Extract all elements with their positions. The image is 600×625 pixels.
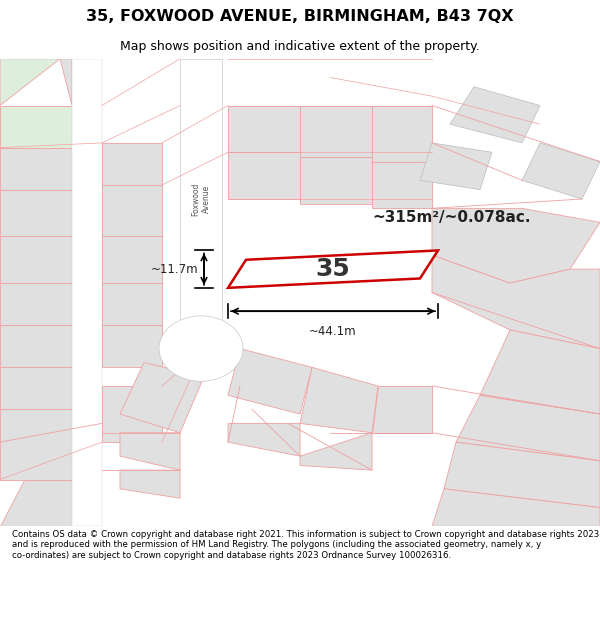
Polygon shape: [228, 106, 300, 152]
Text: 35, FOXWOOD AVENUE, BIRMINGHAM, B43 7QX: 35, FOXWOOD AVENUE, BIRMINGHAM, B43 7QX: [86, 9, 514, 24]
Polygon shape: [180, 59, 222, 330]
Polygon shape: [372, 162, 432, 208]
Polygon shape: [0, 148, 72, 189]
Polygon shape: [456, 396, 600, 461]
Text: Contains OS data © Crown copyright and database right 2021. This information is : Contains OS data © Crown copyright and d…: [12, 530, 599, 560]
Polygon shape: [0, 106, 72, 148]
Polygon shape: [102, 143, 162, 185]
Polygon shape: [300, 432, 372, 470]
Text: ~44.1m: ~44.1m: [309, 325, 357, 338]
Polygon shape: [102, 283, 162, 325]
Polygon shape: [0, 479, 72, 526]
Polygon shape: [102, 185, 162, 236]
Text: ~315m²/~0.078ac.: ~315m²/~0.078ac.: [372, 210, 530, 225]
Polygon shape: [120, 432, 180, 470]
Polygon shape: [0, 236, 72, 283]
Polygon shape: [372, 106, 432, 162]
Text: Foxwood
Avenue: Foxwood Avenue: [191, 182, 211, 216]
Polygon shape: [300, 368, 378, 432]
Polygon shape: [300, 157, 372, 204]
Polygon shape: [228, 251, 438, 288]
Polygon shape: [72, 59, 102, 526]
Polygon shape: [432, 208, 600, 283]
Polygon shape: [522, 143, 600, 199]
Polygon shape: [0, 59, 60, 106]
Polygon shape: [60, 59, 72, 106]
Polygon shape: [432, 255, 600, 349]
Polygon shape: [0, 409, 72, 479]
Text: Map shows position and indicative extent of the property.: Map shows position and indicative extent…: [120, 40, 480, 52]
Polygon shape: [480, 330, 600, 414]
Polygon shape: [300, 106, 372, 157]
Polygon shape: [120, 362, 204, 432]
Polygon shape: [372, 386, 432, 432]
Polygon shape: [120, 470, 180, 498]
Polygon shape: [228, 152, 300, 199]
Text: 35: 35: [316, 257, 350, 281]
Polygon shape: [0, 368, 72, 409]
Polygon shape: [420, 143, 492, 189]
Polygon shape: [102, 386, 162, 442]
Polygon shape: [102, 325, 162, 368]
Polygon shape: [444, 442, 600, 508]
Polygon shape: [102, 236, 162, 283]
Polygon shape: [432, 489, 600, 526]
Text: ~11.7m: ~11.7m: [151, 262, 198, 276]
Polygon shape: [228, 423, 300, 456]
Polygon shape: [450, 87, 540, 143]
Polygon shape: [0, 189, 72, 236]
Polygon shape: [0, 325, 72, 368]
Polygon shape: [228, 349, 312, 414]
Polygon shape: [0, 283, 72, 325]
Circle shape: [159, 316, 243, 381]
